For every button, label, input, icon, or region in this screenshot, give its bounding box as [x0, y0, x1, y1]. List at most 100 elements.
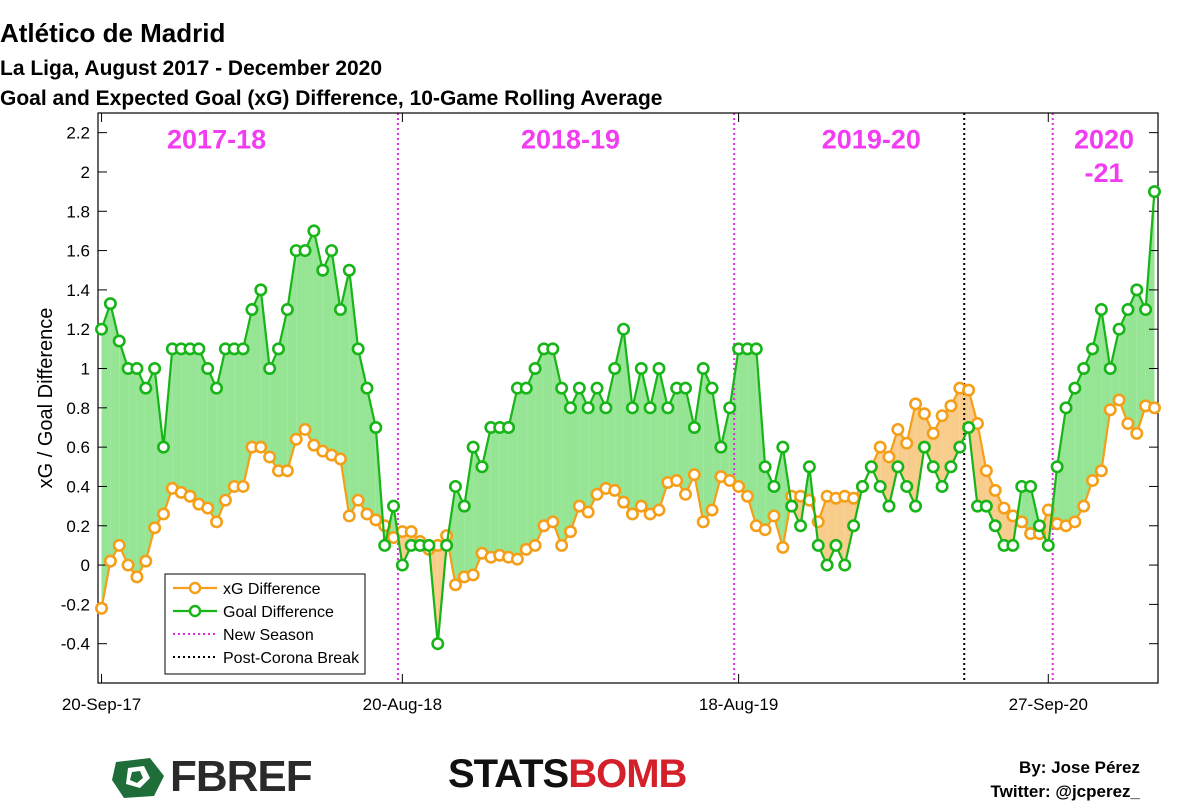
- difference-fill: [729, 348, 739, 487]
- xg-difference-point: [572, 499, 586, 513]
- goal-difference-point: [643, 401, 657, 415]
- legend-label: Goal Difference: [223, 604, 334, 621]
- xg-difference-point: [625, 507, 639, 521]
- xg-difference-point: [1147, 401, 1161, 415]
- y-tick-label: 0.2: [66, 517, 90, 536]
- difference-fill: [110, 303, 120, 562]
- y-tick-label: 0.4: [66, 477, 90, 496]
- goal-difference-point: [130, 362, 144, 376]
- season-label: 2019-20: [822, 125, 921, 155]
- goal-difference-point: [1147, 185, 1161, 199]
- y-tick-label: 0.8: [66, 399, 90, 418]
- xg-difference-point: [891, 422, 905, 436]
- goal-difference-point: [201, 362, 215, 376]
- goal-difference-point: [1032, 519, 1046, 533]
- season-label: 2020: [1074, 125, 1134, 155]
- goal-difference-point: [316, 263, 330, 277]
- goal-difference-point: [333, 303, 347, 317]
- goal-difference-point: [546, 342, 560, 356]
- difference-fill: [508, 388, 518, 560]
- goal-difference-point: [563, 401, 577, 415]
- y-tick-label: 1.2: [66, 320, 90, 339]
- goal-difference-point: [926, 460, 940, 474]
- xg-difference-point: [900, 436, 914, 450]
- xg-difference-point: [563, 525, 577, 539]
- goal-difference-point: [1050, 460, 1064, 474]
- goal-difference-point: [448, 479, 462, 493]
- xg-difference-point: [236, 479, 250, 493]
- difference-fill: [747, 348, 757, 526]
- difference-fill: [844, 496, 854, 566]
- goal-difference-point: [882, 499, 896, 513]
- difference-fill: [490, 427, 500, 558]
- goal-difference-point: [829, 538, 843, 552]
- xg-difference-point: [121, 558, 135, 572]
- difference-fill: [579, 388, 589, 512]
- goal-difference-point: [1103, 362, 1117, 376]
- y-tick-label: 0: [81, 556, 90, 575]
- xg-difference-point: [1015, 515, 1029, 529]
- difference-fill: [1101, 309, 1111, 471]
- difference-fill: [703, 368, 713, 522]
- xg-difference-point: [546, 515, 560, 529]
- xg-difference-point: [882, 450, 896, 464]
- xg-difference-point: [1112, 393, 1126, 407]
- goal-difference-point: [342, 263, 356, 277]
- goal-difference-point: [298, 244, 312, 258]
- xg-difference-point: [988, 483, 1002, 497]
- goal-difference-point: [1130, 283, 1144, 297]
- goal-difference-point: [1006, 538, 1020, 552]
- difference-fill: [358, 348, 367, 514]
- goal-difference-point: [714, 440, 728, 454]
- xg-difference-point: [608, 483, 622, 497]
- xg-difference-point: [670, 474, 684, 488]
- difference-fill: [145, 368, 155, 562]
- xg-difference-point: [705, 503, 719, 517]
- goal-difference-point: [634, 362, 648, 376]
- goal-difference-point: [988, 519, 1002, 533]
- difference-fill: [526, 368, 536, 550]
- difference-fill: [331, 250, 341, 459]
- goal-difference-point: [696, 362, 710, 376]
- goal-difference-point: [148, 362, 162, 376]
- goal-difference-point: [1041, 538, 1055, 552]
- difference-fill: [1127, 289, 1137, 434]
- xg-difference-point: [1103, 403, 1117, 417]
- xg-difference-point: [333, 452, 347, 466]
- xg-difference-point: [723, 474, 737, 488]
- difference-fill: [499, 427, 509, 558]
- xg-difference-point: [847, 491, 861, 505]
- goal-difference-point: [210, 381, 224, 395]
- xg-difference-point: [183, 489, 197, 503]
- goal-difference-point: [325, 244, 339, 258]
- xg-difference-point: [679, 487, 693, 501]
- xg-difference-point: [634, 499, 648, 513]
- difference-fill: [225, 348, 235, 501]
- difference-fill: [588, 388, 598, 512]
- xg-difference-point: [210, 515, 224, 529]
- legend-label: xG Difference: [223, 581, 321, 598]
- xg-difference-point: [935, 409, 949, 423]
- xg-difference-point: [254, 440, 268, 454]
- y-axis-label: xG / Goal Difference: [35, 308, 57, 489]
- y-tick-label: 1.6: [66, 242, 90, 261]
- xg-difference-point: [767, 509, 781, 523]
- season-label: -21: [1085, 158, 1124, 188]
- xg-difference-point: [1068, 515, 1082, 529]
- difference-fill: [570, 388, 580, 532]
- xg-difference-point: [103, 554, 117, 568]
- difference-fill: [473, 447, 483, 575]
- goal-difference-point: [528, 362, 542, 376]
- goal-difference-point: [1086, 342, 1100, 356]
- xg-difference-point: [1121, 417, 1135, 431]
- goal-difference-point: [891, 460, 905, 474]
- author-credit: By: Jose Pérez Twitter: @jcperez_: [930, 756, 1140, 804]
- xg-difference-point: [740, 489, 754, 503]
- difference-fill: [305, 230, 314, 446]
- goal-difference-point: [1059, 401, 1073, 415]
- xg-difference-point: [280, 464, 294, 478]
- xg-difference-point: [732, 479, 746, 493]
- xg-difference-point: [1077, 499, 1091, 513]
- x-tick-label: 18-Aug-19: [699, 695, 778, 714]
- difference-fill: [172, 348, 182, 493]
